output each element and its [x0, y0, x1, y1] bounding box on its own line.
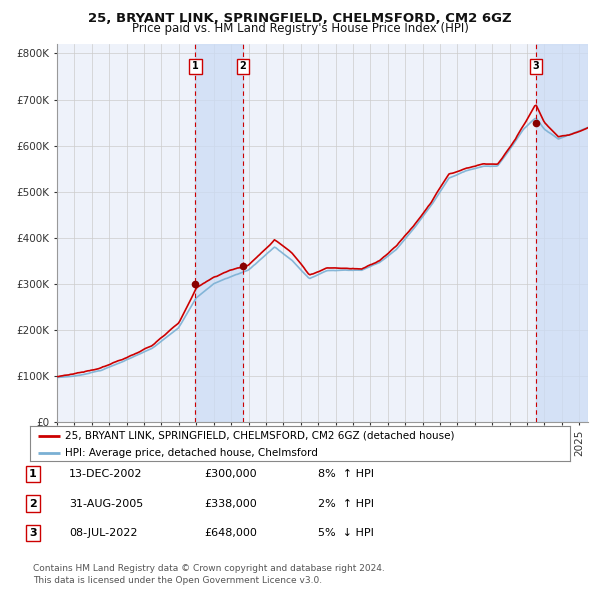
Text: 1: 1 — [29, 469, 37, 479]
Text: 13-DEC-2002: 13-DEC-2002 — [69, 469, 143, 479]
Text: 8%  ↑ HPI: 8% ↑ HPI — [318, 469, 374, 479]
Text: 08-JUL-2022: 08-JUL-2022 — [69, 528, 137, 538]
Text: £338,000: £338,000 — [204, 499, 257, 509]
Text: Contains HM Land Registry data © Crown copyright and database right 2024.
This d: Contains HM Land Registry data © Crown c… — [33, 565, 385, 585]
Text: HPI: Average price, detached house, Chelmsford: HPI: Average price, detached house, Chel… — [65, 448, 318, 458]
Text: 2%  ↑ HPI: 2% ↑ HPI — [318, 499, 374, 509]
Text: £300,000: £300,000 — [204, 469, 257, 479]
Text: 3: 3 — [29, 528, 37, 538]
Text: Price paid vs. HM Land Registry's House Price Index (HPI): Price paid vs. HM Land Registry's House … — [131, 22, 469, 35]
Text: 2: 2 — [239, 61, 246, 71]
Text: 31-AUG-2005: 31-AUG-2005 — [69, 499, 143, 509]
Text: 5%  ↓ HPI: 5% ↓ HPI — [318, 528, 374, 538]
Text: 25, BRYANT LINK, SPRINGFIELD, CHELMSFORD, CM2 6GZ (detached house): 25, BRYANT LINK, SPRINGFIELD, CHELMSFORD… — [65, 431, 455, 441]
Bar — [536, 44, 588, 422]
Text: 2: 2 — [29, 499, 37, 509]
Text: 25, BRYANT LINK, SPRINGFIELD, CHELMSFORD, CM2 6GZ: 25, BRYANT LINK, SPRINGFIELD, CHELMSFORD… — [88, 12, 512, 25]
Bar — [196, 44, 243, 422]
Text: 3: 3 — [533, 61, 539, 71]
Text: 1: 1 — [192, 61, 199, 71]
Text: £648,000: £648,000 — [204, 528, 257, 538]
